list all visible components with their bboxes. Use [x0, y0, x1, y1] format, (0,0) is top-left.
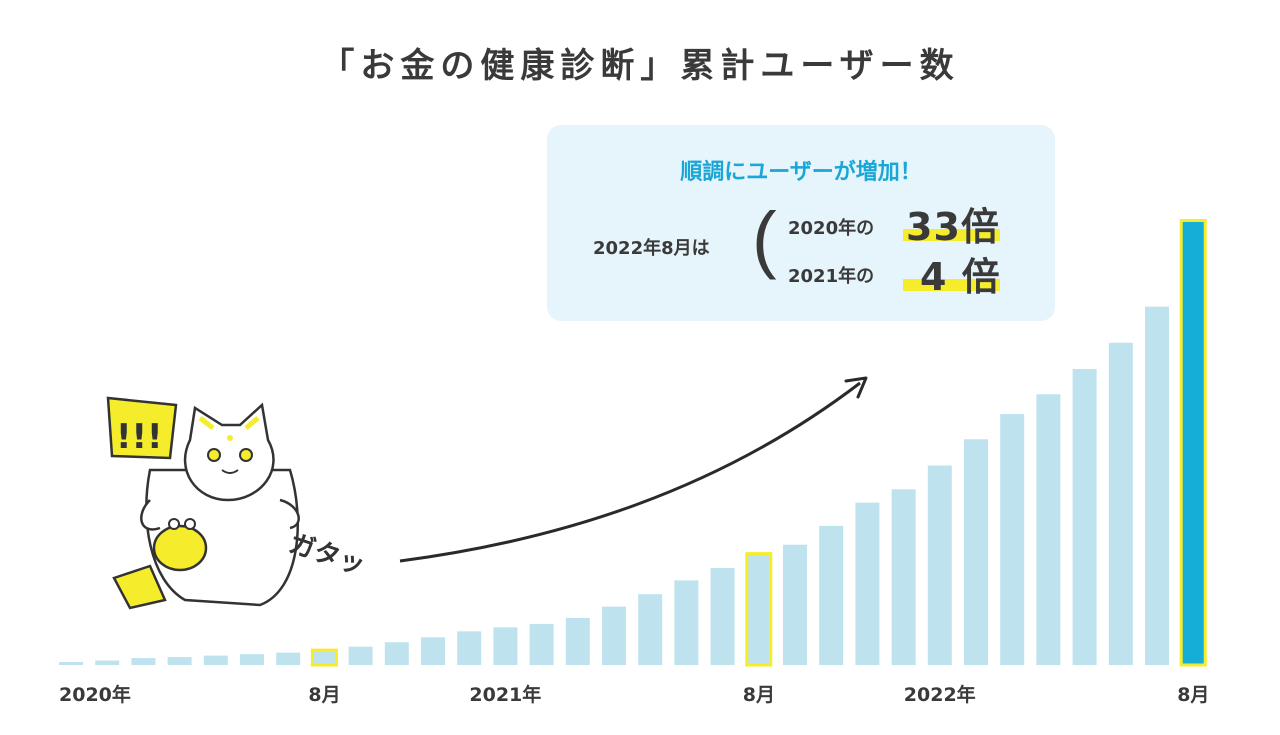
- page-title: 「お金の健康診断」累計ユーザー数: [320, 46, 960, 86]
- bar-2021-11: [855, 502, 880, 665]
- bar-2020-06: [240, 654, 264, 665]
- bar-2022-07: [1145, 306, 1169, 665]
- bar-2020-05: [203, 655, 228, 665]
- bar-2021-10: [819, 525, 844, 665]
- bar-2022-05: [1072, 368, 1097, 665]
- bar-2021-01: [493, 627, 518, 665]
- x-tick-label: 2021年: [469, 684, 542, 706]
- bar-2020-09: [348, 646, 373, 665]
- bar-2022-02: [964, 439, 988, 665]
- exclamation-text: !!!: [116, 417, 163, 457]
- bar-2022-08: [1179, 218, 1207, 667]
- bar-2020-11: [421, 637, 445, 665]
- callout-headline: 順調にユーザーが増加！: [680, 160, 922, 185]
- x-tick-label: 8月: [1177, 684, 1210, 706]
- x-tick-label: 2022年: [903, 684, 976, 706]
- bar-series: [59, 218, 1207, 667]
- bar-2020-10: [384, 642, 409, 665]
- bar-2020-02: [95, 660, 120, 665]
- bar-2022-06: [1108, 342, 1133, 665]
- bar-2020-08: [310, 648, 338, 667]
- bar-2021-12: [891, 489, 916, 665]
- bar-2021-05: [638, 594, 663, 665]
- callout-bracket: (: [752, 197, 777, 280]
- highlight-marker: [903, 229, 1000, 241]
- bar-2020-07: [276, 652, 301, 665]
- bar-2020-01: [59, 662, 83, 665]
- bar-2021-02: [529, 623, 554, 665]
- x-tick-label: 8月: [742, 684, 776, 706]
- growth-arrow: [399, 376, 868, 563]
- bar-2020-03: [131, 658, 156, 665]
- bar-2021-08: [745, 552, 773, 667]
- bar-2021-04: [602, 606, 626, 665]
- bar-2021-03: [565, 617, 590, 665]
- bar-2022-03: [1000, 414, 1025, 665]
- x-tick-label: 2020年: [59, 684, 131, 706]
- callout-lead: 2022年8月は: [593, 238, 710, 259]
- highlight-marker: [903, 279, 1000, 291]
- callout-row-label: 2020年の: [788, 218, 875, 239]
- callout-row-value: 33倍: [906, 205, 1000, 249]
- maneki-neko-illustration: !!! ガタッ: [106, 396, 369, 610]
- sound-effect-text: ガタッ: [285, 529, 368, 582]
- bar-2022-04: [1036, 394, 1061, 665]
- callout-row-label: 2021年の: [788, 266, 875, 287]
- bar-2021-09: [783, 544, 807, 665]
- x-tick-label: 8月: [308, 684, 341, 706]
- bar-2022-01: [927, 465, 952, 665]
- bar-2021-06: [674, 580, 699, 665]
- bar-2021-07: [710, 567, 735, 665]
- bar-2020-12: [457, 631, 482, 665]
- bar-2020-04: [167, 657, 192, 665]
- callout-row-value: 4 倍: [920, 255, 1001, 299]
